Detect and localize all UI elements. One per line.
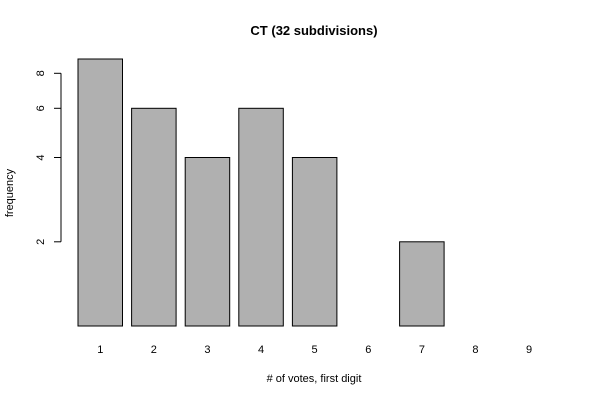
- y-tick-label: 4: [35, 154, 47, 160]
- y-tick-label: 8: [35, 70, 47, 76]
- x-tick-labels: 1 2 3 4 5 6 7 8 9: [97, 344, 532, 356]
- bar-3: [184, 157, 231, 327]
- x-axis-label: # of votes, first digit: [267, 373, 362, 385]
- x-tick-label: 7: [419, 344, 425, 356]
- x-tick-label: 8: [472, 344, 478, 356]
- y-tick-label: 6: [35, 105, 47, 111]
- y-tick-label: 2: [35, 239, 47, 245]
- bar-7: [399, 241, 445, 327]
- chart-title: CT (32 subdivisions): [250, 23, 377, 38]
- x-tick-label: 1: [97, 344, 103, 356]
- y-axis: 2 4 6 8: [35, 70, 62, 245]
- x-tick-label: 2: [151, 344, 157, 356]
- bar-5: [291, 157, 338, 327]
- x-tick-label: 6: [365, 344, 371, 356]
- bar-1: [77, 58, 123, 327]
- x-tick-label: 5: [312, 344, 318, 356]
- bars-group: [77, 58, 445, 327]
- x-tick-label: 9: [526, 344, 532, 356]
- y-axis-label: frequency: [4, 168, 16, 217]
- x-tick-label: 4: [258, 344, 264, 356]
- bar-2: [131, 107, 177, 327]
- bar-4: [238, 107, 284, 327]
- x-tick-label: 3: [204, 344, 210, 356]
